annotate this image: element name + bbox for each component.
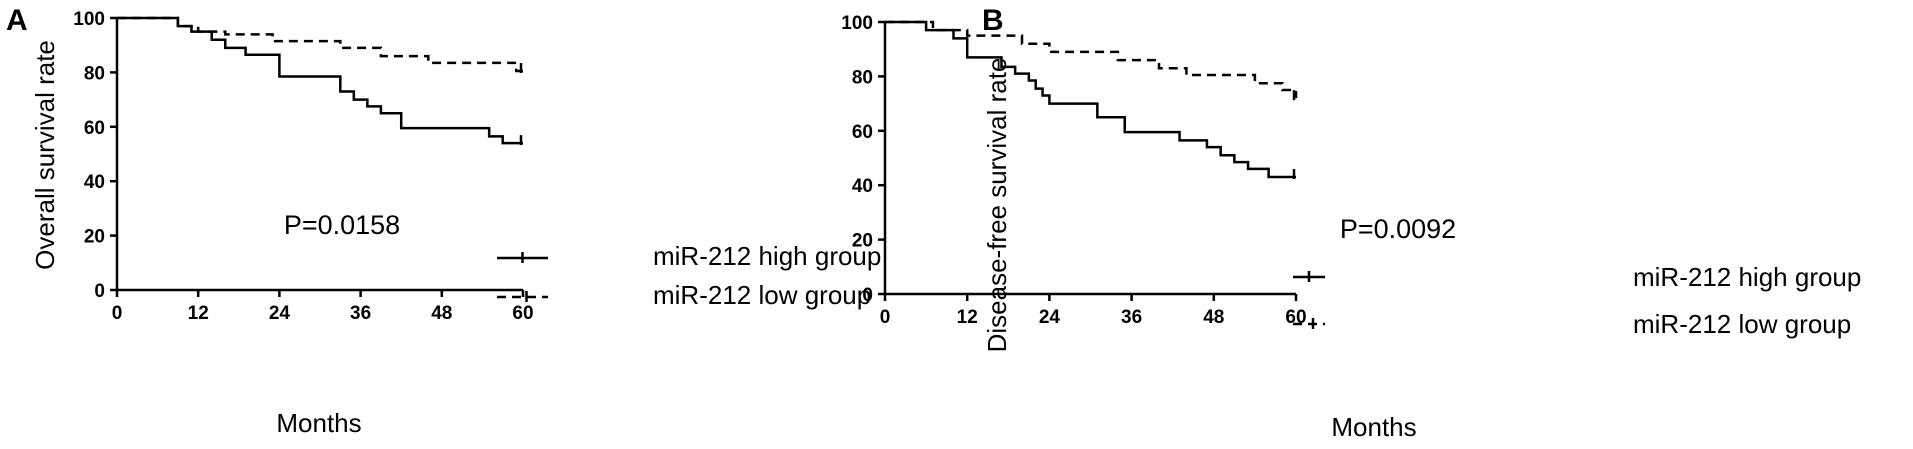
- y-tick-label-b: 40: [852, 176, 873, 197]
- y-axis-title-b: Disease-free survival rate: [982, 58, 1012, 353]
- x-tick-label-a: 60: [512, 303, 533, 324]
- legend-label-low-a: miR-212 low group: [653, 280, 871, 310]
- legend-label-low-b: miR-212 low group: [1633, 309, 1851, 339]
- y-tick-label-a: 40: [84, 172, 105, 193]
- high-group-curve-b: [885, 20, 1296, 179]
- y-axis-title-a: Overall survival rate: [30, 40, 60, 270]
- x-tick-label-a: 36: [350, 303, 371, 324]
- y-tick-label-b: 0: [862, 285, 873, 306]
- y-tick-label-b: 20: [852, 231, 873, 252]
- x-tick-label-b: 48: [1203, 307, 1224, 328]
- x-axis-title-b: Months: [1331, 412, 1416, 442]
- y-tick-label-a: 100: [73, 9, 105, 30]
- p-value-annotation-a: P=0.0158: [284, 210, 400, 240]
- x-tick-label-a: 0: [112, 303, 123, 324]
- low-group-curve-a: [117, 16, 523, 73]
- p-value-annotation-b: P=0.0092: [1340, 214, 1456, 244]
- x-tick-label-a: 24: [269, 303, 291, 324]
- legend-label-high-b: miR-212 high group: [1633, 262, 1861, 292]
- panel-letter-b: B: [982, 4, 1004, 37]
- x-tick-label-b: 12: [957, 307, 978, 328]
- x-tick-label-a: 48: [431, 303, 452, 324]
- y-tick-label-b: 60: [852, 122, 873, 143]
- x-tick-label-a: 12: [188, 303, 209, 324]
- x-tick-label-b: 36: [1121, 307, 1142, 328]
- axes-a: 0 20 40 60 80 100 0 12 24 36 48 60: [73, 9, 533, 324]
- low-group-curve-b: [885, 20, 1298, 99]
- y-tick-label-b: 80: [852, 67, 873, 88]
- legend-b: miR-212 high group miR-212 low group: [1293, 262, 1861, 339]
- chart-panel-b: B Disease-free survival rate Months P=0.…: [841, 4, 1861, 442]
- x-tick-label-b: 24: [1039, 307, 1061, 328]
- y-tick-label-a: 0: [94, 281, 105, 302]
- x-tick-label-b: 0: [880, 307, 891, 328]
- chart-panel-a: A Overall survival rate Months P=0.0158 …: [6, 4, 881, 438]
- y-tick-label-b: 100: [841, 13, 873, 34]
- high-group-curve-a: [117, 16, 523, 145]
- legend-label-high-a: miR-212 high group: [653, 241, 881, 271]
- panel-letter-a: A: [6, 4, 28, 37]
- y-tick-label-a: 60: [84, 118, 105, 139]
- survival-curves-b: [885, 20, 1298, 180]
- survival-curves-a: [117, 16, 523, 146]
- y-tick-label-a: 20: [84, 227, 105, 248]
- x-axis-title-a: Months: [276, 408, 361, 438]
- legend-a: miR-212 high group miR-212 low group: [497, 241, 881, 310]
- y-tick-label-a: 80: [84, 63, 105, 84]
